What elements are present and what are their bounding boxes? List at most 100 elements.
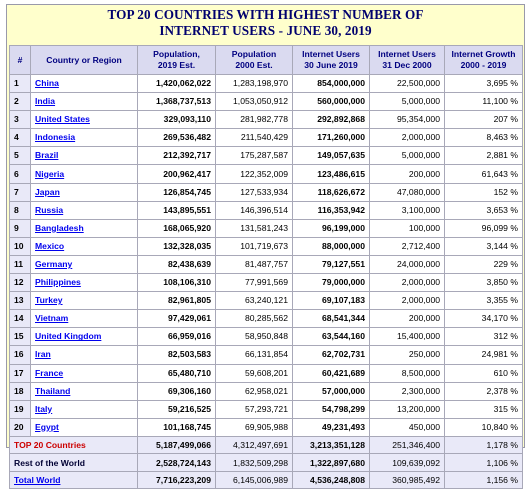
country-link[interactable]: France [35,367,64,378]
users-2019-cell: 123,486,615 [292,164,370,184]
users-2000-cell: 200,000 [369,164,445,184]
country-cell: Germany [30,254,138,275]
summary-pop-2019: 2,528,724,143 [137,453,216,472]
users-2000-cell: 47,080,000 [369,182,445,202]
table-row: 11 Germany 82,438,639 81,487,757 79,127,551 2… [9,254,523,275]
pop-2019-cell: 82,503,583 [137,345,216,365]
growth-cell: 24,981 % [444,345,523,365]
country-link[interactable]: Iran [35,349,51,360]
users-2000-cell: 2,000,000 [369,128,445,148]
growth-cell: 10,840 % [444,417,523,437]
country-cell: Egypt [30,417,138,437]
rank-cell: 1 [9,73,31,94]
pop-2019-cell: 143,895,551 [137,200,216,220]
pop-2000-cell: 101,719,673 [215,236,293,256]
pop-2000-cell: 69,905,988 [215,417,293,437]
country-link[interactable]: India [35,96,56,107]
growth-cell: 315 % [444,399,523,419]
header-growth: Internet Growth 2000 - 2019 [444,45,523,75]
country-cell: United States [30,110,138,130]
growth-cell: 2,378 % [444,381,523,401]
users-2019-cell: 57,000,000 [292,381,370,401]
country-cell: Iran [30,345,138,365]
country-link[interactable]: Italy [35,403,53,414]
summary-users-2000: 360,985,492 [369,470,445,489]
pop-2000-cell: 211,540,429 [215,128,293,148]
growth-cell: 96,099 % [444,218,523,238]
users-2019-cell: 63,544,160 [292,327,370,347]
country-link[interactable]: Nigeria [35,168,65,179]
pop-2000-cell: 62,958,021 [215,381,293,401]
users-2000-cell: 5,000,000 [369,92,445,112]
table-row: 3 United States 329,093,110 281,982,778 292,… [9,110,523,130]
pop-2000-cell: 122,352,009 [215,164,293,184]
footer-label-rest: Rest of the World [14,457,85,468]
country-link[interactable]: Mexico [35,240,65,251]
country-link[interactable]: Egypt [35,421,59,432]
pop-2019-cell: 69,306,160 [137,381,216,401]
pop-2000-cell: 57,293,721 [215,399,293,419]
pop-2000-cell: 59,608,201 [215,363,293,383]
country-cell: Philippines [30,273,138,293]
country-link[interactable]: Turkey [35,295,63,306]
summary-pop-2000: 4,312,497,691 [215,435,293,455]
pop-2000-cell: 127,533,934 [215,182,293,202]
country-link[interactable]: Japan [35,186,60,197]
country-cell: Thailand [30,381,138,401]
table-row: 1 China 1,420,062,022 1,283,198,970 854,000,… [9,73,523,94]
country-cell: India [30,92,138,112]
country-link[interactable]: China [35,78,59,89]
pop-2000-cell: 281,982,778 [215,110,293,130]
users-2019-cell: 60,421,689 [292,363,370,383]
users-2019-cell: 560,000,000 [292,92,370,112]
pop-2019-cell: 65,480,710 [137,363,216,383]
country-link[interactable]: Brazil [35,150,59,161]
summary-users-2000: 109,639,092 [369,453,445,472]
country-link[interactable]: Vietnam [35,313,69,324]
footer-label-top20: TOP 20 Countries [14,440,86,451]
summary-users-2019: 4,536,248,808 [292,470,370,489]
users-2019-cell: 68,541,344 [292,309,370,329]
pop-2000-cell: 58,950,848 [215,327,293,347]
rank-cell: 2 [9,92,31,112]
table-row: 16 Iran 82,503,583 66,131,854 62,702,731 250,… [9,345,523,365]
country-link[interactable]: Germany [35,258,73,269]
pop-2019-cell: 66,959,016 [137,327,216,347]
country-cell: Vietnam [30,309,138,329]
summary-pop-2019: 5,187,499,066 [137,435,216,455]
table-row: 20 Egypt 101,168,745 69,905,988 49,231,493 45… [9,417,523,437]
country-link[interactable]: United Kingdom [35,331,102,342]
pop-2019-cell: 212,392,717 [137,146,216,166]
users-2019-cell: 149,057,635 [292,146,370,166]
page-title: TOP 20 COUNTRIES WITH HIGHEST NUMBER OF … [7,7,524,42]
country-link[interactable]: Indonesia [35,132,76,143]
country-cell: Turkey [30,291,138,311]
pop-2019-cell: 82,961,805 [137,291,216,311]
header-pop-2000: Population 2000 Est. [215,45,293,75]
country-link[interactable]: Philippines [35,277,81,288]
users-2000-cell: 2,000,000 [369,273,445,293]
country-cell: France [30,363,138,383]
summary-growth: 1,178 % [444,435,523,455]
table-row: 13 Turkey 82,961,805 63,240,121 69,107,183 2,… [9,291,523,311]
table-row: 10 Mexico 132,328,035 101,719,673 88,000,000… [9,236,523,256]
country-link[interactable]: Bangladesh [35,222,84,233]
users-2000-cell: 13,200,000 [369,399,445,419]
table-row: 4 Indonesia 269,536,482 211,540,429 171,260,… [9,128,523,148]
title-line-2: INTERNET USERS - JUNE 30, 2019 [159,23,372,38]
table-row: 5 Brazil 212,392,717 175,287,587 149,057,635… [9,146,523,166]
summary-label-cell: Total World [9,470,138,489]
footer-label-total[interactable]: Total World [14,475,61,486]
country-link[interactable]: United States [35,114,90,125]
growth-cell: 34,170 % [444,309,523,329]
country-link[interactable]: Russia [35,204,64,215]
rank-cell: 5 [9,146,31,166]
pop-2000-cell: 131,581,243 [215,218,293,238]
country-link[interactable]: Thailand [35,385,71,396]
pop-2000-cell: 1,053,050,912 [215,92,293,112]
growth-cell: 3,144 % [444,236,523,256]
pop-2019-cell: 59,216,525 [137,399,216,419]
rank-cell: 18 [9,381,31,401]
rank-cell: 16 [9,345,31,365]
table-row: 9 Bangladesh 168,065,920 131,581,243 96,199,… [9,218,523,238]
